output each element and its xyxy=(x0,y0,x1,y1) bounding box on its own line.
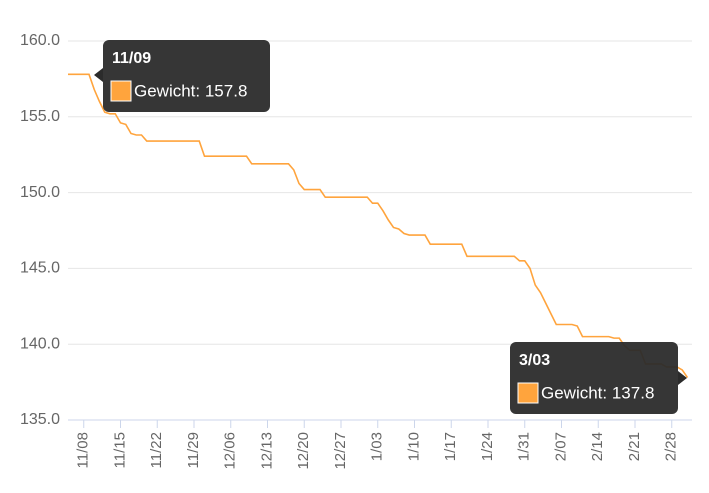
tooltip: 3/03 Gewicht: 137.8 xyxy=(510,342,687,414)
tooltip-swatch xyxy=(517,382,539,404)
x-tick-label: 12/13 xyxy=(258,432,275,470)
y-tick-label: 135.0 xyxy=(20,411,60,428)
tooltip-pointer xyxy=(678,371,687,385)
tooltip-title: 11/09 xyxy=(112,50,151,67)
x-tick-label: 11/08 xyxy=(75,432,92,468)
y-tick-label: 155.0 xyxy=(20,108,60,125)
x-tick-label: 2/14 xyxy=(589,432,606,461)
x-tick-label: 1/10 xyxy=(405,432,422,461)
x-tick-label: 12/06 xyxy=(222,432,239,470)
x-tick-label: 1/03 xyxy=(369,432,386,461)
x-tick-label: 12/20 xyxy=(295,432,312,470)
x-tick-label: 2/07 xyxy=(552,432,569,461)
y-tick-label: 145.0 xyxy=(20,260,60,277)
tooltip-text: Gewicht: 137.8 xyxy=(541,383,654,402)
weight-line xyxy=(68,73,689,379)
y-tick-label: 140.0 xyxy=(20,335,60,352)
x-tick-label: 2/21 xyxy=(626,432,643,461)
tooltip-title: 3/03 xyxy=(519,352,550,369)
tooltip: 11/09 Gewicht: 157.8 xyxy=(94,40,270,112)
y-tick-label: 160.0 xyxy=(20,32,60,49)
x-tick-label: 11/29 xyxy=(185,432,202,468)
x-tick-label: 2/28 xyxy=(663,432,680,461)
x-tick-label: 1/17 xyxy=(442,432,459,461)
x-tick-label: 11/15 xyxy=(111,432,128,468)
tooltip-text: Gewicht: 157.8 xyxy=(134,81,247,100)
y-tick-label: 150.0 xyxy=(20,184,60,201)
x-tick-label: 12/27 xyxy=(332,432,349,470)
tooltip-swatch xyxy=(110,80,132,102)
tooltip-box xyxy=(510,342,678,414)
x-tick-label: 1/31 xyxy=(516,432,533,461)
x-tick-label: 1/24 xyxy=(479,432,496,461)
tooltip-pointer xyxy=(94,68,103,82)
tooltip-box xyxy=(103,40,270,112)
x-tick-label: 11/22 xyxy=(148,432,165,468)
